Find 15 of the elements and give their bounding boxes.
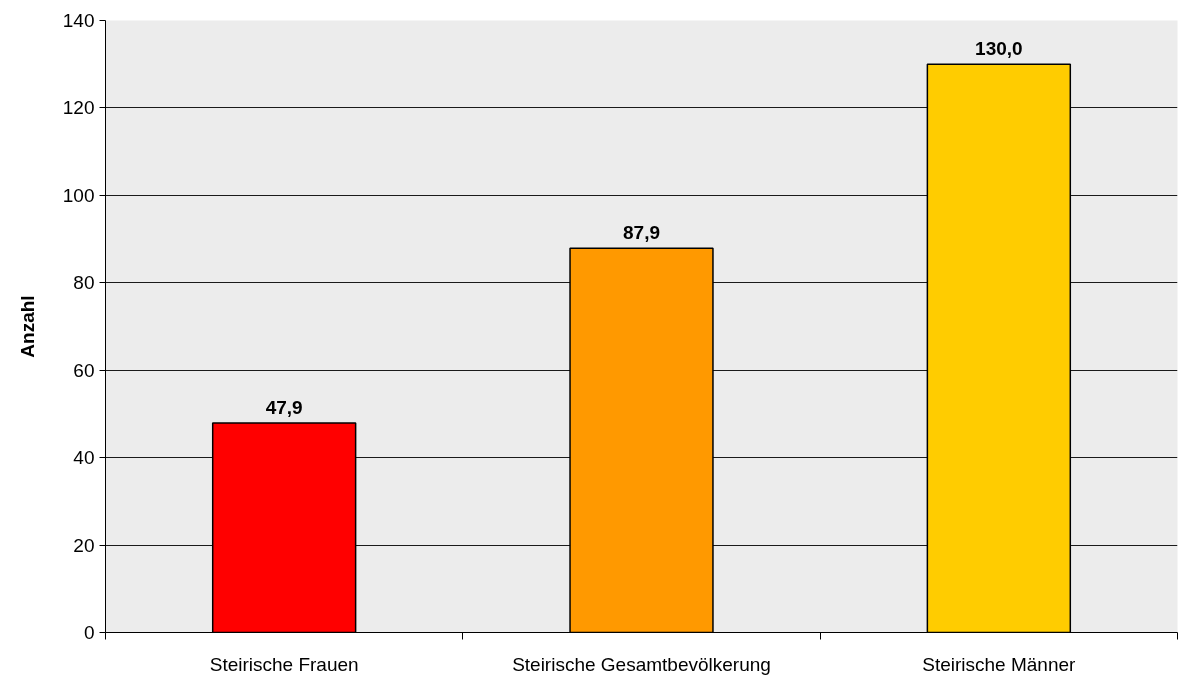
y-tick-label: 0 [83, 622, 95, 643]
data-label: 130,0 [975, 38, 1023, 60]
y-tick-label: 140 [62, 10, 95, 31]
y-axis-title: Anzahl [16, 295, 38, 358]
data-label: 87,9 [623, 222, 660, 244]
x-tick-label: Steirische Gesamtbevölkerung [512, 653, 771, 675]
y-tick-label: 120 [62, 97, 95, 119]
x-tick-label: Steirische Männer [922, 653, 1077, 675]
y-tick-label: 100 [62, 184, 95, 206]
data-label: 47,9 [265, 397, 303, 419]
y-tick-label: 60 [73, 359, 95, 381]
x-tick-label: Steirische Frauen [209, 653, 359, 675]
y-tick-label: 20 [73, 534, 95, 556]
y-tick-label: 40 [73, 447, 95, 469]
y-tick-label: 80 [73, 272, 95, 294]
